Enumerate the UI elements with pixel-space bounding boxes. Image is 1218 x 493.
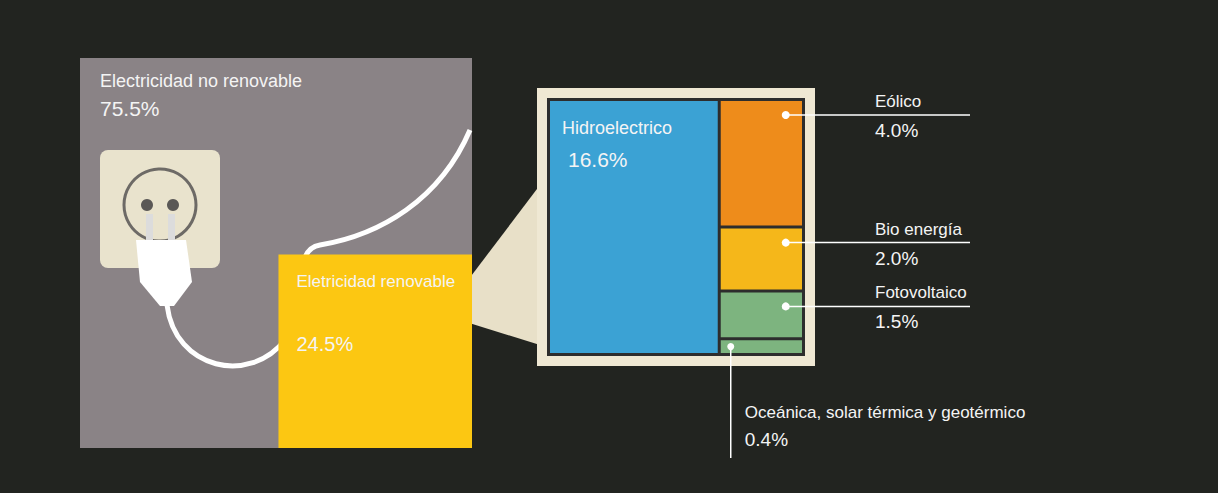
svg-text:2.0%: 2.0% [875,248,918,269]
svg-text:1.5%: 1.5% [875,311,918,332]
svg-text:4.0%: 4.0% [875,120,918,141]
svg-text:16.6%: 16.6% [568,148,628,171]
svg-text:Eletricidad renovable: Eletricidad renovable [296,272,455,291]
svg-text:24.5%: 24.5% [296,333,353,355]
svg-text:Hidroelectrico: Hidroelectrico [562,118,672,138]
svg-text:Fotovoltaico: Fotovoltaico [875,283,967,302]
svg-text:75.5%: 75.5% [100,97,160,120]
svg-text:Electricidad no renovable: Electricidad no renovable [100,71,302,91]
svg-text:0.4%: 0.4% [745,429,788,450]
svg-text:Eólico: Eólico [875,92,921,111]
svg-text:Bio energía: Bio energía [875,220,962,239]
svg-text:Oceánica, solar térmica y geot: Oceánica, solar térmica y geotérmico [745,403,1026,422]
